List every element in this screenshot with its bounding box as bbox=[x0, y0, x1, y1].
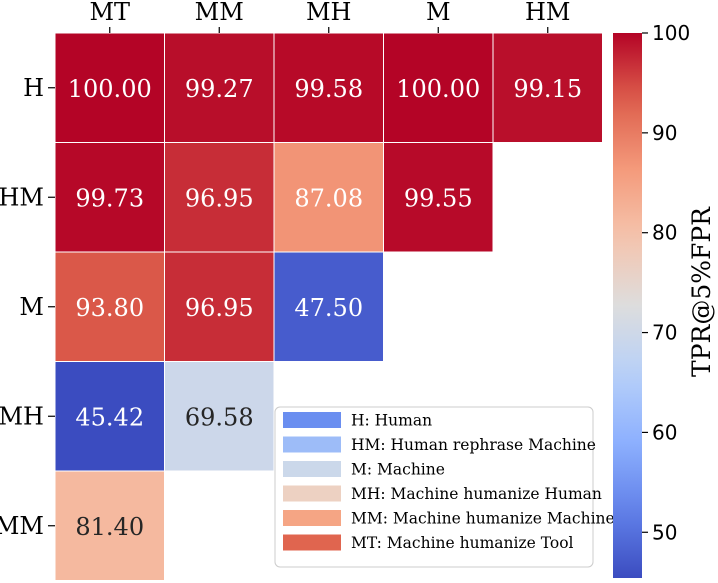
cell-value-label: 45.42 bbox=[75, 403, 144, 431]
column-label: M bbox=[426, 0, 451, 26]
legend-swatch bbox=[283, 436, 341, 453]
cell-value-label: 96.95 bbox=[185, 184, 254, 212]
cell-value-label: 93.80 bbox=[75, 294, 144, 322]
legend-swatch bbox=[283, 534, 341, 551]
column-label: HM bbox=[525, 0, 571, 26]
heatmap-cell bbox=[54, 32, 165, 143]
cell-value-label: 99.58 bbox=[294, 75, 363, 103]
legend-swatch bbox=[283, 510, 341, 526]
row-label: M bbox=[19, 293, 44, 321]
cell-value-label: 99.55 bbox=[404, 184, 473, 212]
cell-value-label: 99.15 bbox=[513, 75, 582, 103]
legend-label: H: Human bbox=[351, 412, 432, 430]
heatmap-cells: 100.00 99.27 99.58 100.00 99.15 99.73 96.95 87.… bbox=[54, 32, 603, 581]
colorbar-tick-label: 70 bbox=[652, 321, 677, 345]
cell-value-label: 81.40 bbox=[75, 513, 144, 541]
legend-box bbox=[274, 406, 594, 568]
colorbar-gradient bbox=[613, 33, 642, 578]
legend-label: HM: Human rephrase Machine bbox=[351, 436, 596, 454]
column-label: MT bbox=[89, 0, 130, 26]
row-label: HM bbox=[0, 183, 44, 211]
row-labels: H HM M MH MM bbox=[0, 74, 55, 540]
colorbar-tick-label: 60 bbox=[652, 420, 677, 444]
cell-value-label: 69.58 bbox=[185, 403, 254, 431]
row-label: MH bbox=[0, 402, 44, 430]
heatmap-cell bbox=[164, 142, 275, 253]
heatmap-cell bbox=[273, 32, 384, 143]
colorbar-tick-label: 90 bbox=[652, 121, 677, 145]
heatmap-cell bbox=[54, 361, 165, 472]
legend-swatch bbox=[283, 412, 341, 428]
legend-swatch bbox=[283, 461, 341, 477]
legend-label: MH: Machine humanize Human bbox=[351, 485, 602, 503]
cell-value-label: 99.73 bbox=[75, 184, 144, 212]
legend-label: M: Machine bbox=[351, 461, 445, 479]
heatmap-cell bbox=[492, 32, 603, 143]
colorbar-tick-label: 80 bbox=[652, 221, 677, 245]
cell-value-label: 100.00 bbox=[68, 75, 152, 103]
colorbar-tick-label: 50 bbox=[652, 520, 677, 544]
heatmap-cell bbox=[383, 142, 494, 253]
heatmap-cell bbox=[164, 361, 275, 472]
column-label: MH bbox=[306, 0, 352, 26]
heatmap-cell bbox=[54, 142, 165, 253]
column-labels: MT MM MH M HM bbox=[89, 0, 571, 33]
legend-swatch bbox=[283, 485, 341, 502]
cell-value-label: 87.08 bbox=[294, 184, 363, 212]
heatmap-cell bbox=[273, 142, 384, 253]
cell-value-label: 47.50 bbox=[294, 294, 363, 322]
cell-value-label: 99.27 bbox=[185, 75, 254, 103]
row-label: H bbox=[23, 74, 44, 102]
colorbar: 50 60 70 80 90 100 TPR@5%FPR bbox=[613, 21, 716, 578]
legend-label: MM: Machine humanize Machine bbox=[351, 510, 615, 528]
colorbar-label: TPR@5%FPR bbox=[687, 206, 716, 377]
cell-value-label: 96.95 bbox=[185, 294, 254, 322]
legend: H: Human HM: Human rephrase Machine M: Mac… bbox=[274, 406, 615, 568]
heatmap-cell bbox=[273, 251, 384, 362]
heatmap-cell bbox=[54, 470, 165, 581]
row-label: MM bbox=[0, 512, 44, 540]
column-label: MM bbox=[195, 0, 244, 26]
colorbar-tick-label: 100 bbox=[652, 21, 690, 45]
cell-value-label: 100.00 bbox=[396, 75, 480, 103]
legend-label: MT: Machine humanize Tool bbox=[351, 534, 574, 552]
